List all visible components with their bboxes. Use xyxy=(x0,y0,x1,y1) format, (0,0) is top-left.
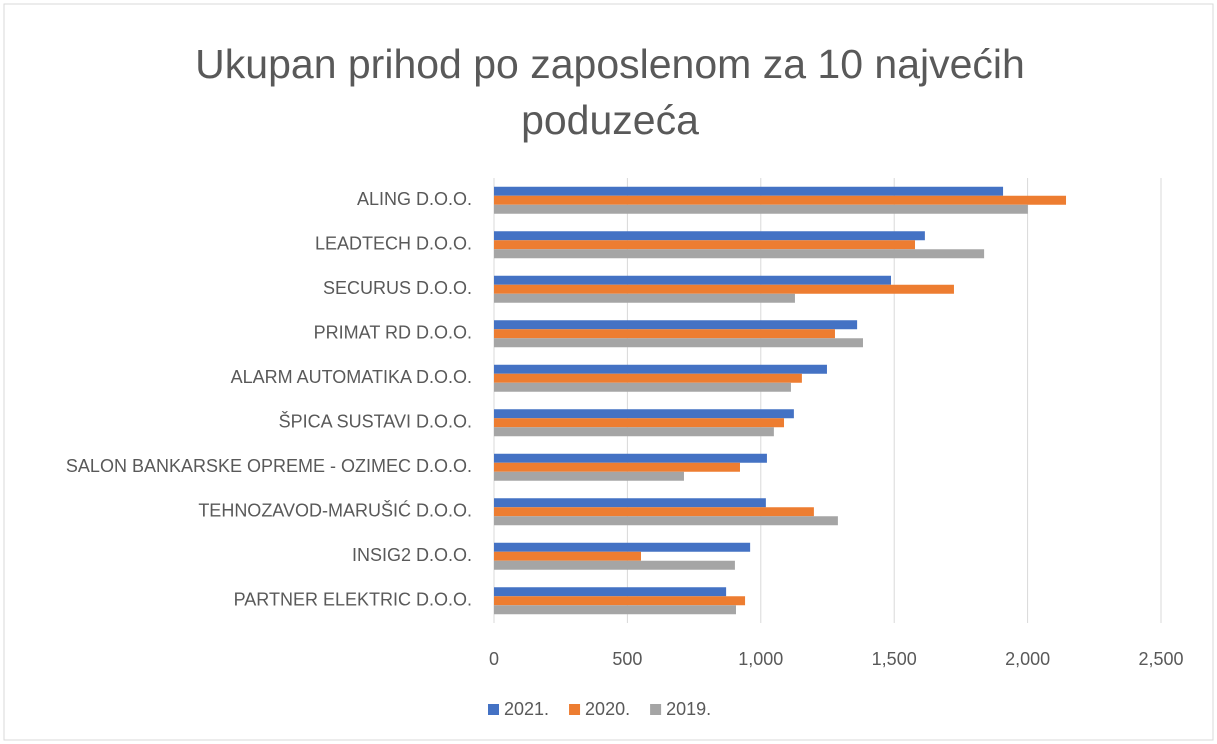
bar xyxy=(494,542,751,552)
x-tick-label: 500 xyxy=(612,649,642,669)
legend-swatch xyxy=(650,704,662,715)
y-tick-label: INSIG2 D.O.O. xyxy=(352,545,472,565)
x-tick-label: 1,000 xyxy=(738,649,783,669)
y-tick-label: ALARM AUTOMATIKA D.O.O. xyxy=(231,367,472,387)
bar xyxy=(494,382,791,392)
x-tick-label: 2,000 xyxy=(1005,649,1050,669)
y-tick-label: LEADTECH D.O.O. xyxy=(315,234,472,254)
bar xyxy=(494,195,1067,205)
legend-label: 2020. xyxy=(585,699,630,719)
x-tick-label: 0 xyxy=(489,649,499,669)
y-tick-label: SALON BANKARSKE OPREME - OZIMEC D.O.O. xyxy=(66,456,472,476)
bar xyxy=(494,409,794,419)
bar xyxy=(494,560,735,570)
y-tick-label: ŠPICA SUSTAVI D.O.O. xyxy=(279,411,472,432)
bar xyxy=(494,587,727,597)
legend-swatch xyxy=(569,704,581,715)
bar xyxy=(494,329,835,339)
bar xyxy=(494,507,814,517)
bar xyxy=(494,364,827,374)
bar xyxy=(494,471,684,481)
bar xyxy=(494,249,985,259)
y-tick-label: PRIMAT RD D.O.O. xyxy=(314,323,472,343)
chart-title: Ukupan prihod po zaposlenom za 10 najveć… xyxy=(195,41,1025,143)
bar xyxy=(494,551,642,561)
y-tick-label: SECURUS D.O.O. xyxy=(323,278,472,298)
bar xyxy=(494,418,785,428)
legend-swatch xyxy=(488,704,499,715)
bar xyxy=(494,320,858,330)
y-tick-label: PARTNER ELEKTRIC D.O.O. xyxy=(234,590,472,610)
bar xyxy=(494,605,736,615)
bar xyxy=(494,373,802,383)
legend-label: 2019. xyxy=(666,699,711,719)
bar xyxy=(494,427,774,437)
y-tick-label: TEHNOZAVOD-MARUŠIĆ D.O.O. xyxy=(198,500,472,521)
y-tick-label: ALING D.O.O. xyxy=(357,189,472,209)
bar xyxy=(494,204,1028,214)
bar xyxy=(494,338,863,348)
bar xyxy=(494,186,1004,196)
bar xyxy=(494,498,766,508)
bar xyxy=(494,275,891,285)
bar xyxy=(494,240,916,250)
bar xyxy=(494,516,838,526)
bar xyxy=(494,231,925,241)
bar xyxy=(494,596,746,606)
x-tick-label: 2,500 xyxy=(1138,649,1183,669)
bar xyxy=(494,462,740,472)
bar xyxy=(494,284,954,294)
legend-label: 2021. xyxy=(504,699,549,719)
x-tick-label: 1,500 xyxy=(872,649,917,669)
bar xyxy=(494,293,795,303)
bar xyxy=(494,453,767,463)
